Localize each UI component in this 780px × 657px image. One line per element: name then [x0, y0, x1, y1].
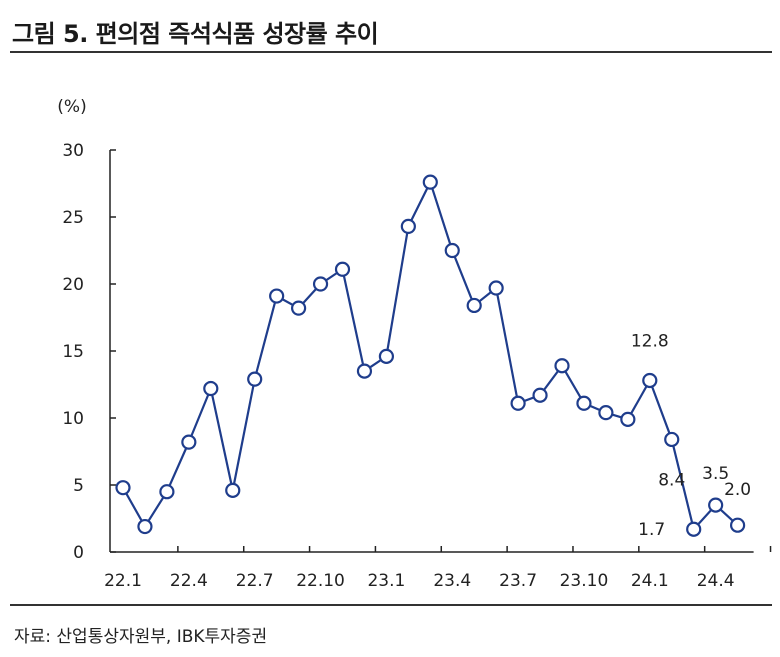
y-axis-unit-label: (%) — [57, 97, 86, 117]
source-note: 자료: 산업통상자원부, IBK투자증권 — [14, 627, 268, 647]
data-point — [686, 521, 702, 537]
y-tick-label: 20 — [62, 275, 84, 295]
x-tick-label: 23.7 — [499, 571, 537, 591]
data-point — [400, 218, 416, 234]
data-point — [269, 288, 285, 304]
data-point — [510, 395, 526, 411]
data-point — [422, 174, 438, 190]
x-tick-label: 23.1 — [367, 571, 405, 591]
x-tick-label: 22.1 — [104, 571, 142, 591]
y-tick-label: 25 — [62, 208, 84, 228]
x-tick-label: 24.1 — [631, 571, 669, 591]
data-point — [554, 358, 570, 374]
line-chart: (%) 0 5 10 15 20 25 30 22.1 22.4 22.7 22.10 23.1 23.4… — [57, 97, 772, 591]
data-point — [291, 300, 307, 316]
data-point — [444, 242, 460, 259]
y-tick-label: 15 — [62, 342, 84, 362]
x-tick-label: 22.7 — [236, 571, 274, 591]
data-point — [576, 395, 592, 411]
data-point — [708, 497, 724, 513]
data-point — [203, 380, 219, 397]
data-point — [664, 431, 680, 448]
data-point — [159, 484, 175, 500]
x-tick-label: 22.4 — [170, 571, 208, 591]
data-point — [247, 371, 263, 387]
data-label: 1.7 — [638, 520, 665, 540]
x-tick-label: 24.4 — [697, 571, 735, 591]
data-label: 3.5 — [702, 464, 729, 484]
data-point — [115, 480, 131, 496]
top-rule — [10, 51, 772, 53]
data-point — [378, 348, 394, 364]
data-point — [642, 372, 658, 389]
data-point — [334, 261, 351, 277]
data-label: 12.8 — [631, 331, 669, 351]
data-point — [488, 280, 504, 296]
series-line — [122, 181, 739, 531]
data-point — [137, 518, 153, 535]
bottom-rule — [10, 604, 772, 606]
data-point — [620, 411, 636, 427]
x-tick-label: 23.10 — [560, 571, 609, 591]
y-tick-label: 5 — [73, 476, 84, 496]
data-label: 8.4 — [658, 470, 685, 490]
data-point — [225, 482, 241, 498]
y-tick-label: 0 — [73, 543, 84, 563]
data-point — [181, 434, 197, 450]
y-tick-label: 10 — [62, 409, 84, 429]
x-tick-label: 22.10 — [296, 571, 345, 591]
data-point — [598, 405, 614, 421]
y-tick-label: 30 — [62, 141, 84, 161]
data-point — [729, 517, 746, 533]
data-label: 2.0 — [724, 480, 751, 500]
chart-title: 그림 5. 편의점 즉석식품 성장률 추이 — [12, 20, 379, 48]
x-tick-label: 23.4 — [433, 571, 471, 591]
data-point — [312, 276, 329, 292]
data-point — [466, 297, 482, 314]
data-point — [532, 387, 548, 403]
data-point — [356, 363, 373, 379]
